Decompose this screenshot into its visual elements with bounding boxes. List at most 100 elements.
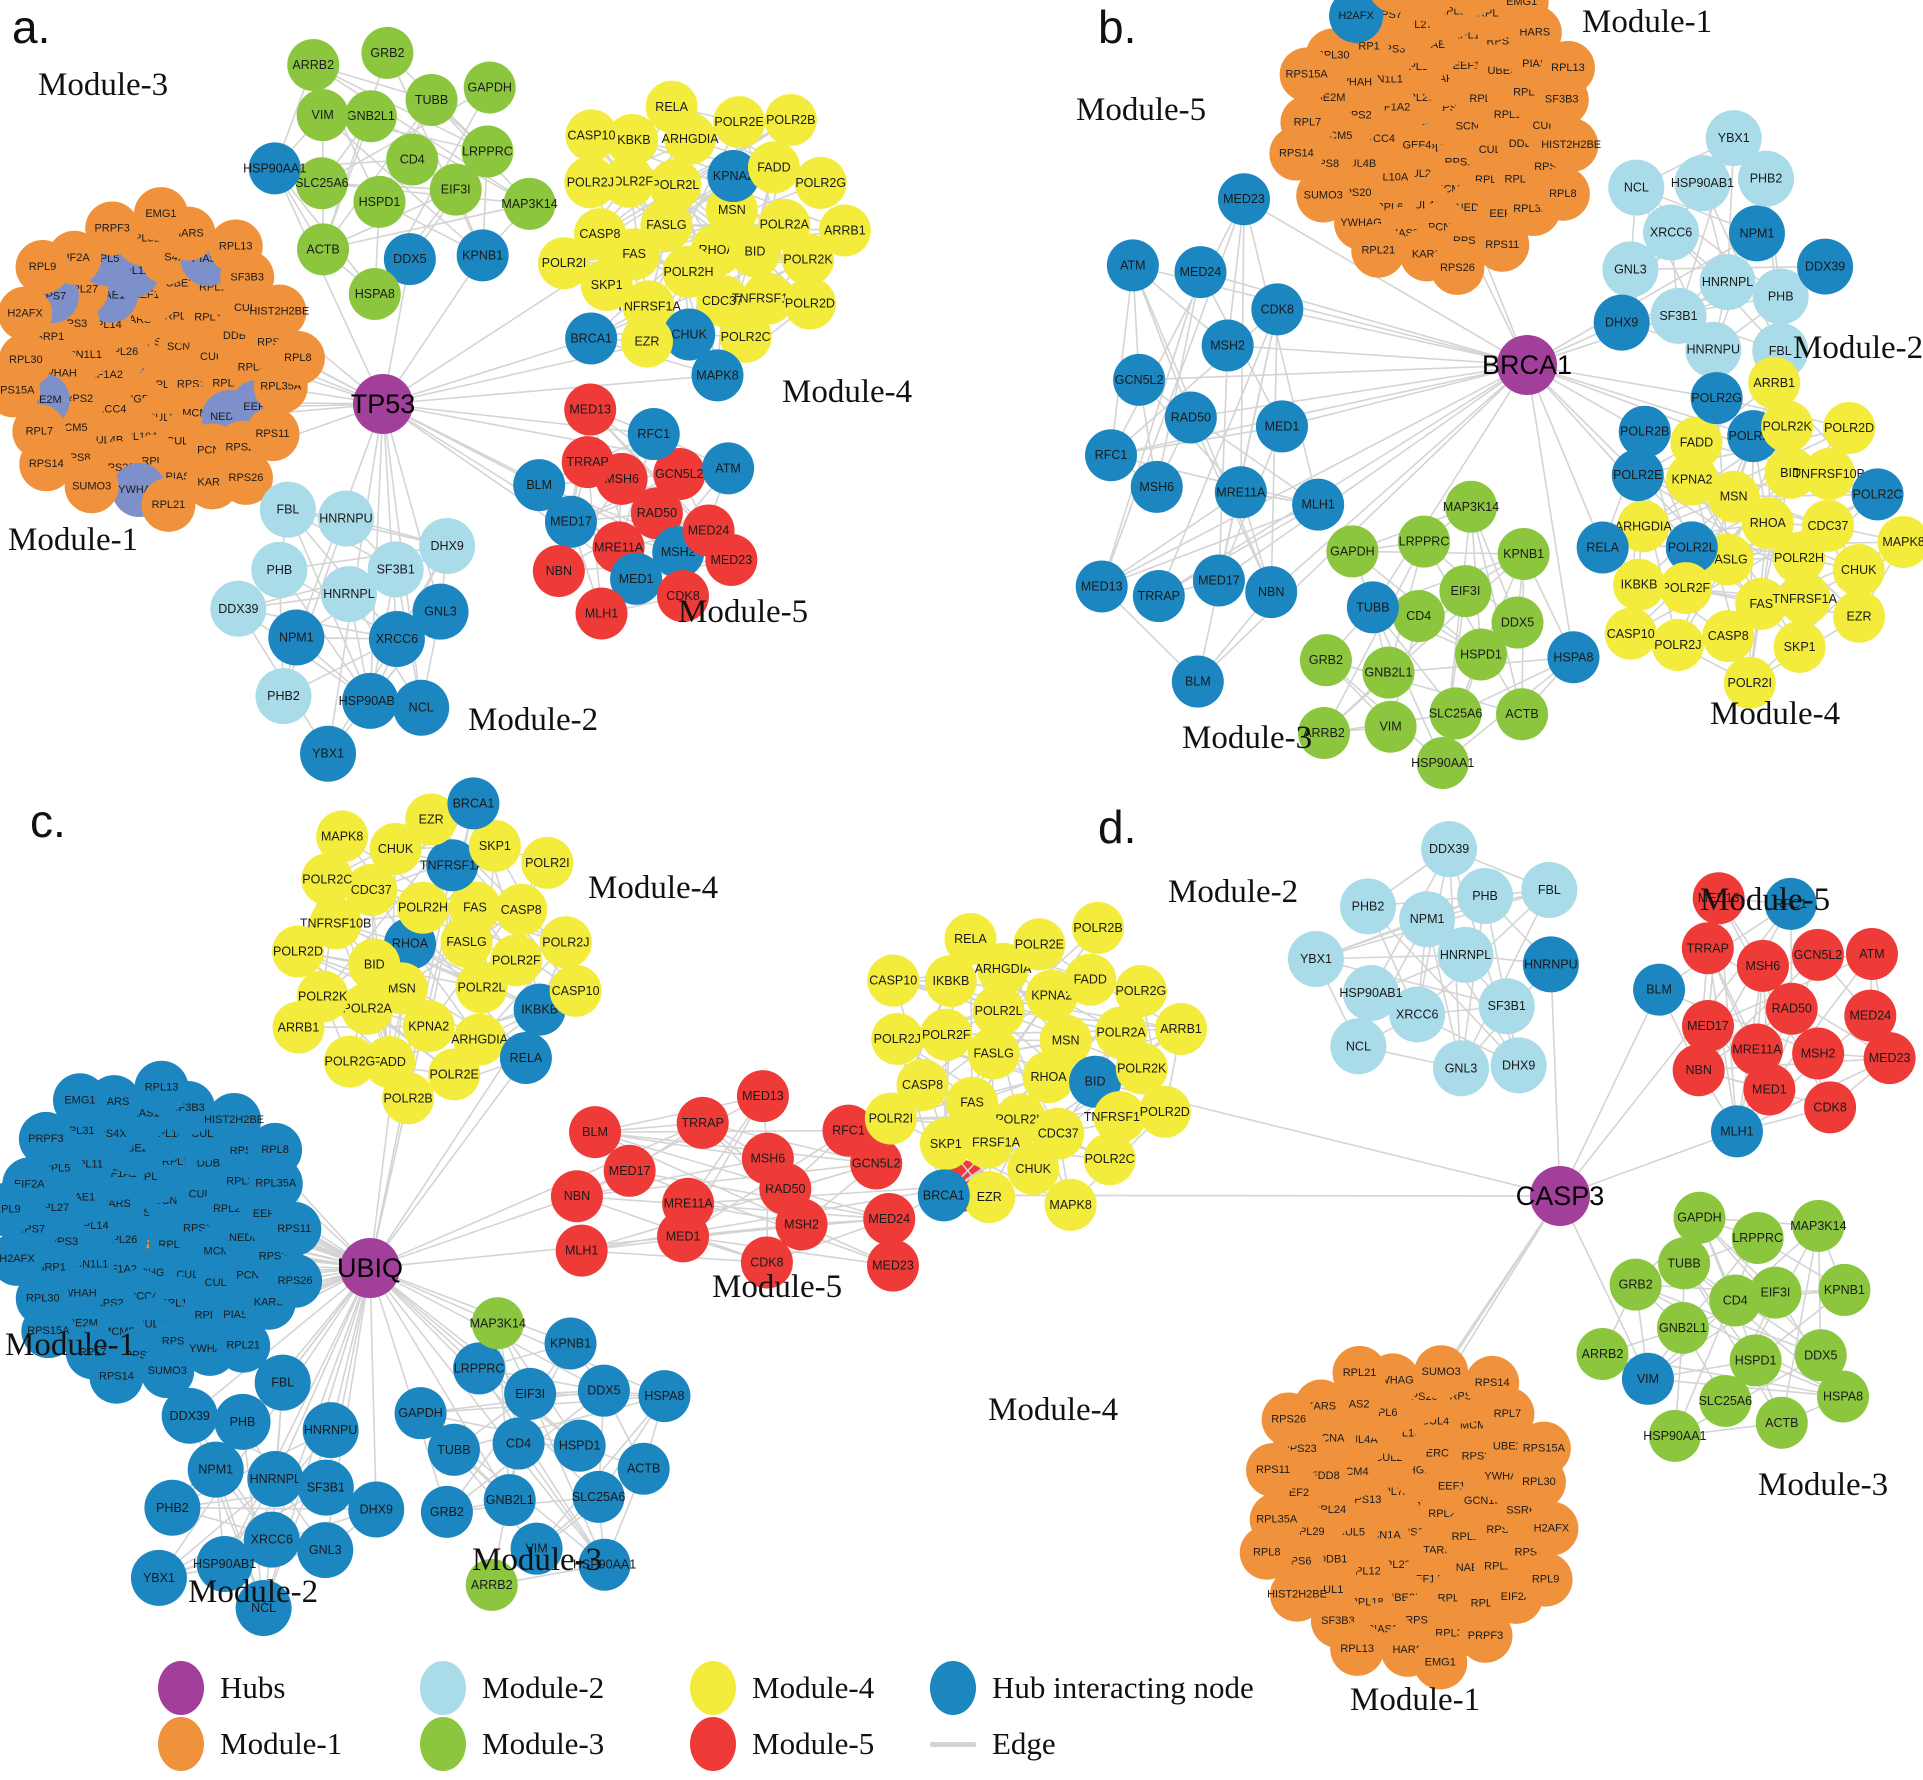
hub-BRCA1[interactable]: BRCA1 — [1482, 335, 1572, 395]
node-RPS11[interactable]: RPS11 — [1246, 1443, 1300, 1497]
node-TRRAP[interactable]: TRRAP — [677, 1097, 729, 1149]
node-KPNB1[interactable]: KPNB1 — [457, 229, 509, 281]
node-MED13[interactable]: MED13 — [564, 384, 616, 436]
node-CDC37[interactable]: CDC37 — [1802, 500, 1854, 552]
node-DHX9[interactable]: DHX9 — [419, 518, 475, 574]
node-NBN[interactable]: NBN — [1673, 1044, 1725, 1096]
node-MED24[interactable]: MED24 — [863, 1193, 915, 1245]
node-ARRB1[interactable]: ARRB1 — [1155, 1003, 1207, 1055]
node-BRCA1[interactable]: BRCA1 — [565, 313, 617, 365]
node-VIM[interactable]: VIM — [1622, 1353, 1674, 1405]
node-RPS14[interactable]: RPS14 — [1465, 1356, 1519, 1410]
node-POLR2B[interactable]: POLR2B — [382, 1072, 434, 1124]
node-SF3B1[interactable]: SF3B1 — [298, 1460, 354, 1516]
node-SF3B1[interactable]: SF3B1 — [1479, 978, 1535, 1034]
node-GAPDH[interactable]: GAPDH — [1673, 1192, 1725, 1244]
node-BRCA1[interactable]: BRCA1 — [918, 1169, 970, 1221]
node-TRRAP[interactable]: TRRAP — [1133, 570, 1185, 622]
node-HNRNPU[interactable]: HNRNPU — [318, 491, 374, 547]
node-BLM[interactable]: BLM — [513, 459, 565, 511]
node-EMG1[interactable]: EMG1 — [134, 187, 188, 241]
node-RPL13[interactable]: RPL13 — [1541, 41, 1595, 95]
node-HSPD1[interactable]: HSPD1 — [554, 1420, 606, 1472]
node-POLR2H[interactable]: POLR2H — [397, 882, 449, 934]
node-BLM[interactable]: BLM — [1633, 964, 1685, 1016]
node-POLR2G[interactable]: POLR2G — [324, 1036, 376, 1088]
node-RFC1[interactable]: RFC1 — [628, 408, 680, 460]
node-MED13[interactable]: MED13 — [737, 1070, 789, 1122]
node-NCL[interactable]: NCL — [1608, 160, 1664, 216]
node-ATM[interactable]: ATM — [1846, 928, 1898, 980]
node-GNB2L1[interactable]: GNB2L1 — [1657, 1302, 1709, 1354]
node-POLR2A[interactable]: POLR2A — [341, 983, 393, 1035]
node-POLR2B[interactable]: POLR2B — [1619, 406, 1671, 458]
node-KPNB1[interactable]: KPNB1 — [1818, 1264, 1870, 1316]
node-MED13[interactable]: MED13 — [1076, 560, 1128, 612]
node-GNB2L1[interactable]: GNB2L1 — [345, 90, 397, 142]
node-EZR[interactable]: EZR — [963, 1171, 1015, 1223]
node-HNRNPL[interactable]: HNRNPL — [1700, 254, 1756, 310]
node-CASP10[interactable]: CASP10 — [867, 955, 919, 1007]
node-MED24[interactable]: MED24 — [1174, 246, 1226, 298]
node-ARRB1[interactable]: ARRB1 — [272, 1002, 324, 1054]
node-CD4[interactable]: CD4 — [493, 1418, 545, 1470]
node-LRPPRC[interactable]: LRPPRC — [1732, 1212, 1784, 1264]
node-NPM1[interactable]: NPM1 — [188, 1442, 244, 1498]
node-NCL[interactable]: NCL — [393, 680, 449, 736]
node-BID[interactable]: BID — [348, 938, 400, 990]
node-HNRNPU[interactable]: HNRNPU — [1685, 322, 1741, 378]
node-GNL3[interactable]: GNL3 — [413, 584, 469, 640]
node-DDX39[interactable]: DDX39 — [162, 1388, 218, 1444]
node-ARRB2[interactable]: ARRB2 — [287, 39, 339, 91]
node-ACTB[interactable]: ACTB — [1756, 1397, 1808, 1449]
node-RELA[interactable]: RELA — [500, 1032, 552, 1084]
node-VIM[interactable]: VIM — [1365, 701, 1417, 753]
node-RPS15A[interactable]: RPS15A — [1517, 1422, 1571, 1476]
node-POLR2E[interactable]: POLR2E — [428, 1048, 480, 1100]
node-FADD[interactable]: FADD — [1064, 954, 1116, 1006]
node-MED23[interactable]: MED23 — [705, 534, 757, 586]
node-POLR2F[interactable]: POLR2F — [920, 1009, 972, 1061]
node-CASP10[interactable]: CASP10 — [550, 965, 602, 1017]
node-MSH6[interactable]: MSH6 — [1131, 461, 1183, 513]
node-CD4[interactable]: CD4 — [386, 134, 438, 186]
node-POLR2L[interactable]: POLR2L — [649, 159, 701, 211]
node-RPL13[interactable]: RPL13 — [209, 219, 263, 273]
node-NPM1[interactable]: NPM1 — [1399, 891, 1455, 947]
node-TUBB[interactable]: TUBB — [1658, 1237, 1710, 1289]
node-CDK8[interactable]: CDK8 — [1251, 283, 1303, 335]
node-CASP8[interactable]: CASP8 — [1702, 610, 1754, 662]
node-PRPF3[interactable]: PRPF3 — [1459, 1609, 1513, 1663]
node-POLR2D[interactable]: POLR2D — [1139, 1086, 1191, 1138]
node-ACTB[interactable]: ACTB — [1496, 688, 1548, 740]
node-MSH2[interactable]: MSH2 — [1792, 1027, 1844, 1079]
node-YBX1[interactable]: YBX1 — [1288, 931, 1344, 987]
node-MAP3K14[interactable]: MAP3K14 — [470, 1297, 526, 1349]
node-FBL[interactable]: FBL — [260, 482, 316, 538]
node-EIF3I[interactable]: EIF3I — [504, 1368, 556, 1420]
node-HSPD1[interactable]: HSPD1 — [353, 176, 405, 228]
node-IKBKB[interactable]: IKBKB — [1613, 559, 1665, 611]
node-HNRNPU[interactable]: HNRNPU — [303, 1402, 359, 1458]
node-YBX1[interactable]: YBX1 — [131, 1550, 187, 1606]
node-MAP3K14[interactable]: MAP3K14 — [1443, 481, 1499, 533]
node-EZR[interactable]: EZR — [1833, 591, 1885, 643]
hub-CASP3[interactable]: CASP3 — [1516, 1166, 1605, 1226]
node-MED23[interactable]: MED23 — [1864, 1032, 1916, 1084]
node-PHB2[interactable]: PHB2 — [255, 668, 311, 724]
node-NBN[interactable]: NBN — [1245, 566, 1297, 618]
node-MSH2[interactable]: MSH2 — [1202, 319, 1254, 371]
node-DDX39[interactable]: DDX39 — [210, 581, 266, 637]
node-MAP3K14[interactable]: MAP3K14 — [501, 178, 557, 230]
node-PRPF3[interactable]: PRPF3 — [85, 201, 139, 255]
node-POLR2E[interactable]: POLR2E — [1612, 449, 1664, 501]
node-FADD[interactable]: FADD — [1670, 417, 1722, 469]
node-POLR2E[interactable]: POLR2E — [1013, 918, 1065, 970]
node-POLR2J[interactable]: POLR2J — [871, 1013, 923, 1065]
node-RPS26[interactable]: RPS26 — [1262, 1392, 1316, 1446]
node-RPL8[interactable]: RPL8 — [1240, 1526, 1294, 1580]
node-VIM[interactable]: VIM — [297, 89, 349, 141]
node-GNL3[interactable]: GNL3 — [297, 1522, 353, 1578]
node-KPNB1[interactable]: KPNB1 — [1498, 528, 1550, 580]
node-MLH1[interactable]: MLH1 — [1711, 1105, 1763, 1157]
